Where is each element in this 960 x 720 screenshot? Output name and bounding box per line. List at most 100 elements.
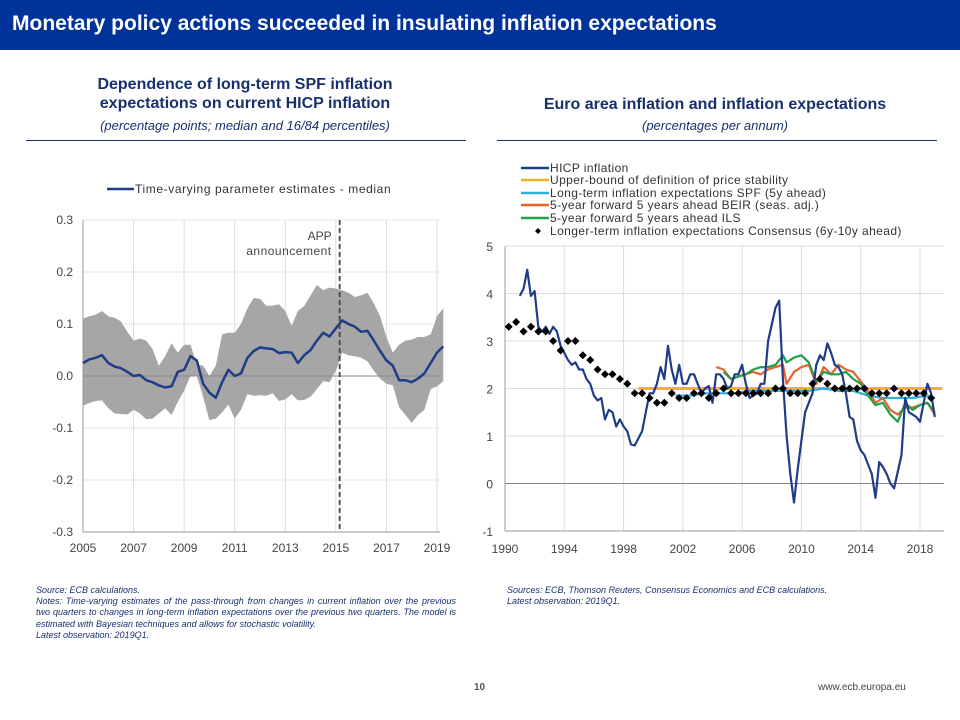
consensus-marker <box>882 389 891 398</box>
left-chart-title-line1: Dependence of long-term SPF inflation <box>97 76 393 93</box>
y-tick-label: 3 <box>486 335 493 349</box>
y-tick-label: 4 <box>486 288 493 302</box>
legend-swatch-consensus <box>535 228 541 234</box>
right-chart-title: Euro area inflation and inflation expect… <box>543 96 887 113</box>
consensus-marker <box>556 346 565 355</box>
legend-label: Longer-term inflation expectations Conse… <box>550 224 902 238</box>
consensus-marker <box>741 389 750 398</box>
consensus-marker <box>838 384 847 393</box>
x-tick-label: 2007 <box>120 541 147 555</box>
y-tick-label: -0.3 <box>52 525 73 539</box>
y-tick-label: 5 <box>486 240 493 254</box>
y-tick-label: 2 <box>486 383 493 397</box>
legend-label: HICP inflation <box>550 161 629 175</box>
left-notes-text: Notes: Time-varying estimates of the pas… <box>36 596 456 629</box>
consensus-marker <box>853 384 862 393</box>
app-label-line2: announcement <box>246 244 332 258</box>
left-chart: 0.3 0.2 0.1 0.0 -0.1 -0.2 -0.3 2005 2007 2009 2011… <box>52 182 450 555</box>
x-tick-label: 2015 <box>323 541 350 555</box>
app-label-line1: APP <box>308 229 332 243</box>
legend-label: Long-term inflation expectations SPF (5y… <box>550 186 826 200</box>
x-tick-label: 2005 <box>70 541 97 555</box>
consensus-marker <box>534 327 543 336</box>
consensus-marker <box>593 365 602 374</box>
y-tick-label: -0.1 <box>52 421 73 435</box>
consensus-marker <box>845 384 854 393</box>
left-chart-title-line2: expectations on current HICP inflation <box>99 95 391 112</box>
consensus-marker <box>719 384 728 393</box>
consensus-marker <box>563 337 572 345</box>
y-tick-label: 1 <box>486 430 493 444</box>
y-tick-label: 0.1 <box>56 317 73 331</box>
consensus-marker <box>875 389 884 398</box>
y-tick-label: 0.2 <box>56 265 73 279</box>
page-number: 10 <box>474 682 486 693</box>
consensus-marker <box>623 379 632 388</box>
consensus-marker <box>601 370 610 379</box>
x-tick-label: 2006 <box>729 542 756 556</box>
consensus-marker <box>919 389 928 398</box>
consensus-marker <box>652 398 661 407</box>
consensus-marker <box>756 389 765 398</box>
consensus-marker <box>823 379 832 388</box>
consensus-marker <box>749 389 758 398</box>
consensus-marker <box>660 398 669 407</box>
y-tick-label: 0.3 <box>56 213 73 227</box>
left-source: Source: ECB calculations. <box>36 585 141 595</box>
consensus-marker <box>697 389 706 398</box>
consensus-marker <box>771 384 780 393</box>
y-tick-label: 0.0 <box>56 369 73 383</box>
consensus-marker <box>667 389 676 398</box>
consensus-marker <box>830 384 839 393</box>
x-tick-label: 2002 <box>670 542 697 556</box>
consensus-marker <box>541 327 550 336</box>
consensus-marker <box>712 389 721 398</box>
y-tick-label: -0.2 <box>52 473 73 487</box>
consensus-marker <box>608 370 617 379</box>
consensus-marker <box>904 389 913 398</box>
consensus-marker <box>586 356 595 364</box>
consensus-marker <box>704 394 713 402</box>
x-tick-label: 1990 <box>492 542 519 556</box>
left-chart-subtitle: (percentage points; median and 16/84 per… <box>100 118 390 133</box>
percentile-band-16-84 <box>83 285 444 423</box>
y-tick-label: -1 <box>482 525 493 539</box>
consensus-marker <box>734 389 743 398</box>
consensus-marker <box>682 394 691 402</box>
consensus-marker <box>615 375 624 383</box>
title-banner: Monetary policy actions succeeded in ins… <box>0 0 960 50</box>
consensus-marker <box>526 322 535 331</box>
consensus-marker <box>727 389 736 398</box>
consensus-marker <box>890 384 899 393</box>
consensus-marker <box>867 389 876 398</box>
consensus-marker <box>778 384 787 393</box>
ils-line <box>722 354 936 423</box>
consensus-marker <box>512 318 521 326</box>
consensus-marker <box>645 394 654 402</box>
consensus-marker <box>808 379 817 388</box>
median-line <box>82 319 445 400</box>
consensus-marker <box>638 389 647 398</box>
consensus-marker <box>689 389 698 398</box>
x-tick-label: 1994 <box>551 542 578 556</box>
consensus-marker <box>764 389 773 398</box>
x-tick-label: 2017 <box>373 541 400 555</box>
footer-url: www.ecb.europa.eu <box>818 682 906 693</box>
consensus-marker <box>630 389 639 398</box>
right-notes: Sources: ECB, Thomson Reuters, Consensus… <box>507 585 947 607</box>
consensus-marker <box>675 394 684 402</box>
right-chart: 5 4 3 2 1 0 -1 1990 1994 1998 2002 2006 2010 2014 2018… <box>482 161 944 556</box>
legend-label-median: Time-varying parameter estimates - media… <box>135 182 391 196</box>
legend-label: 5-year forward 5 years ahead ILS <box>550 211 741 225</box>
consensus-marker <box>927 394 936 402</box>
x-tick-label: 2009 <box>171 541 198 555</box>
legend-label: Upper-bound of definition of price stabi… <box>550 173 788 187</box>
consensus-marker <box>815 375 824 383</box>
consensus-marker <box>786 389 795 398</box>
consensus-marker <box>519 327 528 336</box>
slide-title: Monetary policy actions succeeded in ins… <box>12 12 717 35</box>
x-tick-label: 1998 <box>610 542 637 556</box>
y-tick-label: 0 <box>486 478 493 492</box>
consensus-marker <box>793 389 802 398</box>
x-tick-label: 2010 <box>788 542 815 556</box>
